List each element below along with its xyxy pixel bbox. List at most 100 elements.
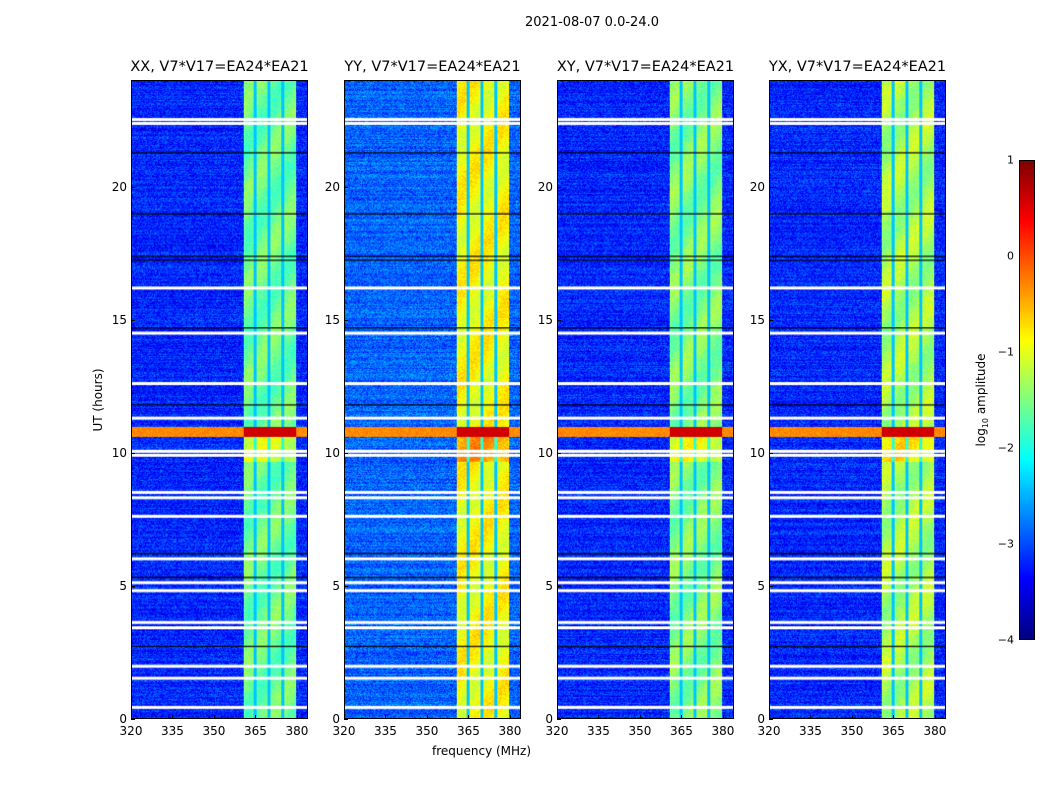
x-tick-mark [598, 715, 600, 719]
x-axis-label: frequency (MHz) [432, 744, 532, 758]
spectrogram-panel [131, 80, 308, 719]
y-tick-mark [769, 585, 773, 587]
y-tick-mark [344, 319, 348, 321]
x-tick-label: 350 [840, 724, 864, 738]
y-tick-label: 15 [111, 312, 127, 327]
y-tick-label: 20 [324, 179, 340, 194]
x-tick-label: 380 [285, 724, 309, 738]
x-tick-mark [426, 715, 428, 719]
y-tick-label: 5 [119, 578, 127, 593]
y-tick-label: 20 [111, 179, 127, 194]
y-tick-mark [769, 186, 773, 188]
y-tick-label: 15 [749, 312, 765, 327]
y-tick-mark [344, 186, 348, 188]
y-axis-label: UT (hours) [91, 368, 105, 432]
x-tick-label: 350 [202, 724, 226, 738]
colorbar-tick-label: −3 [997, 537, 1014, 551]
y-tick-mark [344, 452, 348, 454]
y-tick-label: 5 [757, 578, 765, 593]
panel-title: XX, V7*V17=EA24*EA21 [130, 59, 309, 75]
x-tick-label: 335 [374, 724, 397, 738]
heatmap-image [345, 81, 520, 718]
x-tick-mark [385, 715, 387, 719]
panel-title: XY, V7*V17=EA24*EA21 [556, 59, 735, 75]
y-tick-mark [131, 452, 135, 454]
y-tick-mark [131, 319, 135, 321]
x-tick-label: 365 [670, 724, 693, 738]
panel-title: YY, V7*V17=EA24*EA21 [344, 59, 521, 75]
y-tick-label: 15 [324, 312, 340, 327]
y-tick-mark [769, 452, 773, 454]
x-tick-mark [851, 715, 853, 719]
y-tick-mark [344, 719, 348, 720]
spectrogram-panel [344, 80, 521, 719]
y-tick-label: 10 [111, 445, 127, 460]
y-tick-mark [557, 319, 561, 321]
panel-title: YX, V7*V17=EA24*EA21 [768, 59, 947, 75]
heatmap-image [132, 81, 307, 718]
x-tick-label: 320 [545, 724, 569, 738]
heatmap-image [558, 81, 733, 718]
x-tick-label: 320 [757, 724, 781, 738]
x-tick-label: 380 [923, 724, 947, 738]
x-tick-label: 335 [799, 724, 822, 738]
colorbar-tick-label: 1 [1007, 153, 1014, 167]
colorbar-tick-label: 0 [1007, 249, 1014, 263]
x-tick-mark [639, 715, 641, 719]
colorbar-label: log10 amplitude [973, 353, 991, 447]
y-tick-mark [769, 719, 773, 720]
x-tick-mark [213, 715, 215, 719]
x-tick-label: 350 [628, 724, 652, 738]
x-tick-mark [722, 715, 724, 719]
colorbar-tick-label: −1 [997, 345, 1014, 359]
x-tick-label: 320 [119, 724, 143, 738]
y-tick-label: 10 [537, 445, 553, 460]
x-tick-mark [557, 715, 558, 719]
x-tick-mark [344, 715, 345, 719]
x-tick-label: 335 [161, 724, 184, 738]
y-tick-label: 0 [757, 712, 765, 726]
x-tick-label: 365 [244, 724, 267, 738]
x-tick-mark [810, 715, 812, 719]
y-tick-label: 0 [332, 712, 340, 726]
x-tick-label: 320 [332, 724, 356, 738]
y-tick-mark [557, 452, 561, 454]
y-tick-label: 10 [749, 445, 765, 460]
x-tick-mark [172, 715, 174, 719]
y-tick-label: 10 [324, 445, 340, 460]
colorbar [1019, 160, 1035, 640]
y-tick-label: 0 [119, 712, 127, 726]
x-tick-mark [934, 715, 936, 719]
x-tick-mark [681, 715, 683, 719]
figure-title: 2021-08-07 0.0-24.0 [525, 15, 659, 30]
spectrogram-panel [769, 80, 946, 719]
x-tick-mark [468, 715, 470, 719]
x-tick-label: 380 [498, 724, 522, 738]
y-tick-mark [131, 186, 135, 188]
colorbar-tick-label: −2 [997, 441, 1014, 455]
y-tick-mark [131, 585, 135, 587]
x-tick-label: 335 [587, 724, 610, 738]
x-tick-label: 380 [711, 724, 735, 738]
y-tick-mark [769, 319, 773, 321]
y-tick-mark [557, 719, 561, 720]
y-tick-mark [131, 719, 135, 720]
y-tick-label: 0 [545, 712, 553, 726]
x-tick-label: 365 [457, 724, 480, 738]
y-tick-label: 20 [537, 179, 553, 194]
x-tick-mark [769, 715, 770, 719]
heatmap-image [770, 81, 945, 718]
x-tick-label: 365 [882, 724, 905, 738]
y-tick-label: 5 [332, 578, 340, 593]
y-tick-mark [557, 585, 561, 587]
y-tick-mark [344, 585, 348, 587]
colorbar-tick-label: −4 [997, 633, 1014, 647]
y-tick-label: 20 [749, 179, 765, 194]
x-tick-label: 350 [415, 724, 439, 738]
spectrogram-panel [557, 80, 734, 719]
y-tick-mark [557, 186, 561, 188]
x-tick-mark [131, 715, 132, 719]
x-tick-mark [296, 715, 298, 719]
x-tick-mark [255, 715, 257, 719]
